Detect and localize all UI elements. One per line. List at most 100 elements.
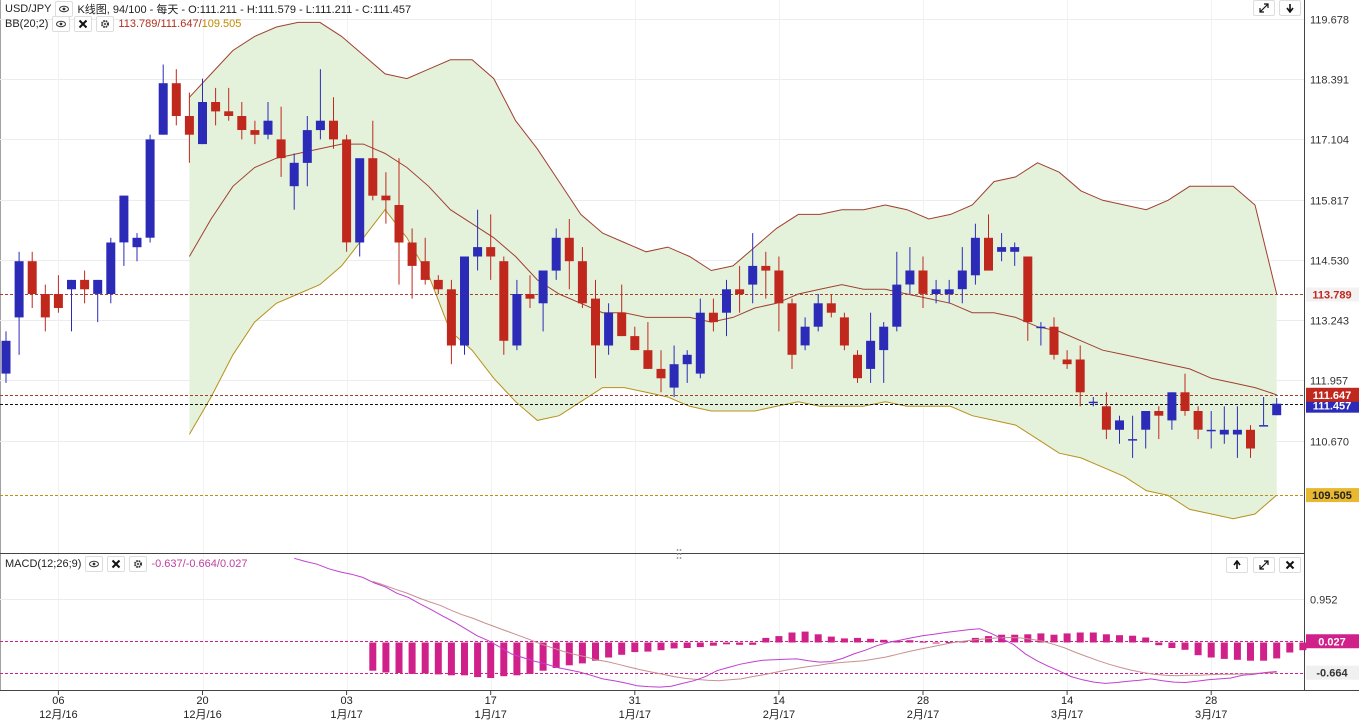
macd-histogram-bar xyxy=(840,638,848,643)
gear-icon[interactable] xyxy=(129,556,148,572)
macd-histogram-bar xyxy=(1207,642,1215,658)
candle-body xyxy=(486,247,496,257)
candle-body xyxy=(171,83,181,116)
close-price-tag-bg xyxy=(1306,398,1359,413)
candle-body xyxy=(433,279,443,290)
move-up-button[interactable] xyxy=(1226,557,1248,573)
candle-body xyxy=(564,237,574,262)
expand-button[interactable] xyxy=(1253,557,1275,573)
candle-body xyxy=(53,294,63,308)
candle-body xyxy=(407,242,417,266)
candle-body xyxy=(67,279,76,290)
macd-histogram-bar xyxy=(906,640,914,643)
y-tick-label: 113.243 xyxy=(1310,316,1349,328)
candle-body xyxy=(27,261,37,294)
candle-body xyxy=(14,261,24,318)
macd-histogram-bar xyxy=(500,642,508,677)
macd-histogram-bar xyxy=(513,642,521,676)
candle-body xyxy=(289,162,299,187)
macd-dea-tag-bg xyxy=(1306,665,1359,680)
candle-body xyxy=(224,111,234,116)
macd-series xyxy=(294,557,1359,688)
macd-hist-value: 0.027 xyxy=(219,558,248,570)
candlestick-series xyxy=(1,64,1282,458)
macd-histogram-bar xyxy=(723,642,730,645)
bollinger-band xyxy=(188,21,1278,520)
candle-body xyxy=(787,303,797,355)
macd-histogram-bar xyxy=(618,642,626,655)
y-tick-label: 118.391 xyxy=(1310,75,1349,87)
close-pane-button[interactable] xyxy=(1279,557,1301,573)
macd-histogram-bar xyxy=(526,642,534,674)
candle-body xyxy=(826,303,836,313)
symbol-label: USD/JPY xyxy=(5,3,52,15)
macd-histogram-bar xyxy=(880,639,888,643)
x-tick-month-label: 1月/17 xyxy=(330,709,362,721)
candle-body xyxy=(302,130,312,163)
eye-icon[interactable] xyxy=(55,1,74,17)
price-tags: 111.457 113.789 111.647 109.505 0.027 -0.664 xyxy=(1306,287,1359,680)
candle-body xyxy=(80,279,90,290)
candle-body xyxy=(918,270,928,294)
eye-icon[interactable] xyxy=(85,556,104,572)
candle-body xyxy=(499,261,509,341)
macd-histogram-bar xyxy=(644,642,652,652)
move-down-button[interactable] xyxy=(1279,0,1301,16)
candle-body xyxy=(1180,392,1190,411)
macd-histogram-bar xyxy=(369,642,377,671)
bb-upper-tag-bg xyxy=(1306,287,1359,302)
candle-body xyxy=(250,130,260,135)
candle-body xyxy=(1088,401,1098,404)
macd-histogram-bar xyxy=(1299,642,1307,651)
candle-body xyxy=(643,350,653,369)
candle-body xyxy=(1101,406,1111,430)
candle-body xyxy=(1193,411,1203,430)
expand-button[interactable] xyxy=(1253,0,1275,16)
macd-histogram-bar xyxy=(565,642,573,666)
candle-body xyxy=(538,270,548,304)
candle-body xyxy=(761,265,771,271)
bb-upper-tag: 113.789 xyxy=(1312,289,1351,301)
reference-lines xyxy=(0,294,1304,674)
macd-histogram-bar xyxy=(434,642,442,675)
candle-body xyxy=(158,83,168,135)
candle-body xyxy=(368,158,378,196)
macd-histogram-bar xyxy=(1116,635,1123,643)
y-tick-label: 114.530 xyxy=(1310,256,1349,268)
bb-mid-tag-bg xyxy=(1306,387,1359,402)
candle-body xyxy=(1023,256,1033,323)
x-tick-day-label: 14 xyxy=(773,695,785,707)
expand-icon xyxy=(1259,560,1269,570)
x-tick-day-label: 28 xyxy=(917,695,929,707)
macd-histogram-bar xyxy=(539,642,547,671)
macd-histogram-bar xyxy=(709,642,717,646)
bb-lower-value: 109.505 xyxy=(201,18,242,30)
candle-body xyxy=(997,247,1007,252)
macd-histogram-bar xyxy=(854,637,861,643)
candle-body xyxy=(184,116,194,135)
eye-icon[interactable] xyxy=(52,16,71,32)
candle-body xyxy=(394,205,404,243)
candle-body xyxy=(211,102,221,112)
x-tick-day-label: 20 xyxy=(196,695,208,707)
macd-histogram-bar xyxy=(1286,642,1294,653)
candle-body xyxy=(853,354,862,379)
pane-resize-grip[interactable] xyxy=(676,548,682,560)
gear-icon[interactable] xyxy=(96,16,115,32)
candle-body xyxy=(722,289,731,313)
macd-histogram-bar xyxy=(762,637,770,643)
candle-body xyxy=(617,312,627,337)
candle-body xyxy=(355,158,365,243)
candle-body xyxy=(420,261,430,280)
macd-histogram-bar xyxy=(1155,642,1163,646)
macd-histogram-bar xyxy=(867,638,875,643)
candle-body xyxy=(446,289,456,346)
macd-histogram-bar xyxy=(578,642,586,664)
candle-body xyxy=(970,237,980,276)
macd-histogram-bar xyxy=(408,642,416,674)
candle-body xyxy=(839,317,849,346)
close-icon[interactable] xyxy=(74,16,93,32)
close-icon[interactable] xyxy=(107,556,126,572)
x-tick-month-label: 1月/17 xyxy=(474,709,506,721)
